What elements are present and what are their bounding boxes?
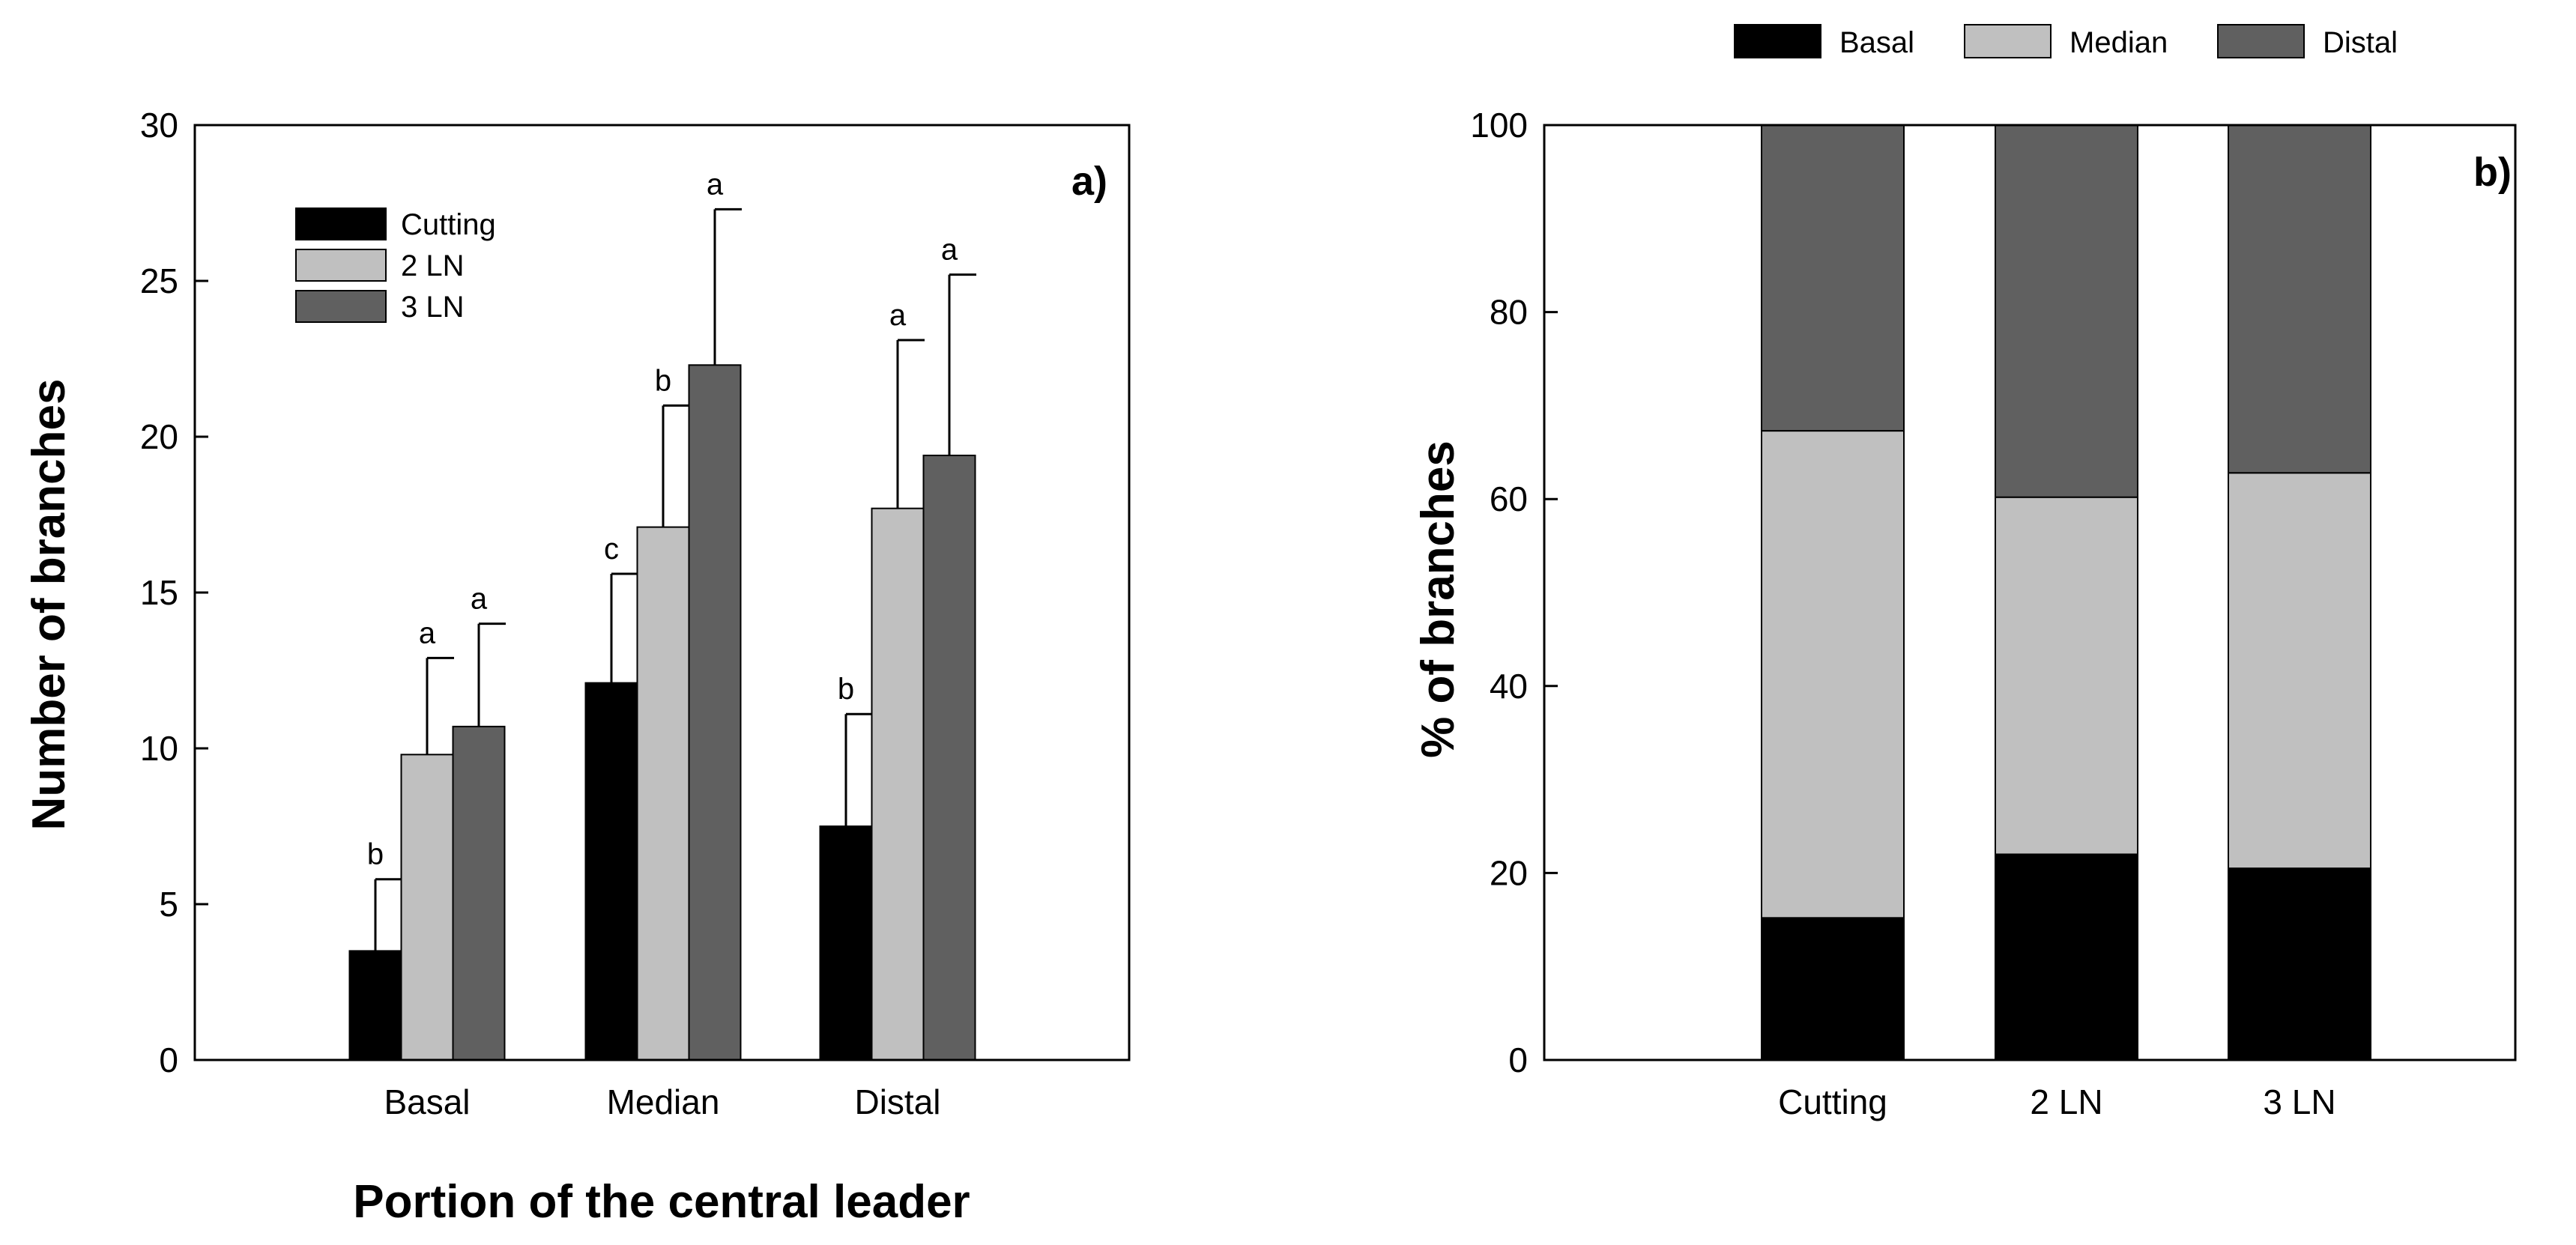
- panel-a-ytick-label: 25: [140, 261, 178, 300]
- panel-b-xtick-label: 3 LN: [2263, 1082, 2335, 1121]
- panel-b-bar-segment: [1995, 853, 2138, 1061]
- panel-a-legend-label: 2 LN: [401, 249, 465, 282]
- panel-a-xtick-label: Distal: [854, 1082, 940, 1121]
- panel-b-bar-segment: [1761, 124, 1905, 432]
- panel-a-marks: 0 5 10 15 20 25 30 Basal b a a Median c b a Distal b a a: [140, 106, 976, 1121]
- panel-a-bar: [400, 754, 454, 1061]
- panel-b-bar-segment: [2228, 472, 2371, 870]
- panel-a-ytick-label: 20: [140, 417, 178, 456]
- panel-a-significance-letter: a: [889, 299, 907, 332]
- panel-a-ylabel: Number of branches: [23, 379, 75, 831]
- panel-b-bar-segment: [1995, 124, 2138, 498]
- panel-b-bar-segment: [2228, 124, 2371, 474]
- panel-a-significance-letter: a: [471, 583, 488, 616]
- panel-b-ytick-label: 100: [1470, 106, 1528, 145]
- panel-a-bar: [922, 454, 976, 1061]
- panel-a-ytick-label: 5: [159, 885, 178, 924]
- panel-b-frame: [1543, 124, 2517, 1061]
- panel-a-bar: [348, 950, 402, 1061]
- panel-a-significance-letter: b: [655, 364, 671, 397]
- panel-a-legend-swatch: [295, 249, 387, 282]
- panel-a-significance-letter: a: [419, 617, 436, 649]
- panel-a-bar: [452, 725, 506, 1061]
- panel-a: Number of branches Portion of the centra…: [23, 106, 1131, 1228]
- panel-a-significance-letter: b: [838, 673, 854, 706]
- panel-a-ytick-label: 10: [140, 729, 178, 768]
- panel-a-ytick-label: 15: [140, 573, 178, 612]
- panel-b-legend-swatch: [2217, 24, 2305, 58]
- panel-a-bar: [688, 364, 742, 1061]
- panel-b-legend-label: Distal: [2323, 26, 2398, 59]
- panel-b-legend: Basal Median Distal: [1734, 24, 2398, 59]
- panel-b: % of branches b) 0 20 40 60 80 100 Cutting 2 LN…: [1412, 24, 2517, 1121]
- panel-a-legend-swatch: [295, 208, 387, 240]
- panel-b-bar-segment: [1761, 917, 1905, 1061]
- panel-a-bar: [636, 526, 690, 1061]
- panel-b-label: b): [2473, 150, 2512, 195]
- panel-a-bar: [871, 507, 925, 1061]
- panel-b-xtick-label: 2 LN: [2030, 1082, 2102, 1121]
- panel-a-significance-letter: b: [367, 838, 384, 871]
- panel-a-significance-letter: c: [604, 533, 619, 566]
- panel-a-bar: [819, 826, 873, 1061]
- panel-b-bar-segment: [1995, 496, 2138, 855]
- panel-a-xlabel: Portion of the central leader: [353, 1176, 970, 1228]
- panel-a-xtick-label: Basal: [384, 1082, 470, 1121]
- panel-a-xtick-label: Median: [607, 1082, 720, 1121]
- panel-b-legend-swatch: [1964, 24, 2052, 58]
- panel-a-legend-swatch: [295, 290, 387, 323]
- panel-a-significance-letter: a: [941, 234, 958, 267]
- panel-b-ytick-label: 60: [1490, 479, 1528, 518]
- panel-b-ytick-label: 0: [1508, 1040, 1528, 1079]
- panel-a-label: a): [1071, 159, 1107, 204]
- panel-a-legend-label: Cutting: [401, 208, 496, 241]
- panel-b-marks: 0 20 40 60 80 100 Cutting 2 LN 3 LN: [1470, 106, 2371, 1121]
- panel-b-bar-segment: [2228, 867, 2371, 1061]
- panel-b-legend-label: Median: [2069, 26, 2168, 59]
- panel-b-ytick-label: 80: [1490, 293, 1528, 332]
- panel-a-legend-label: 3 LN: [401, 291, 465, 324]
- panel-b-xtick-label: Cutting: [1778, 1082, 1887, 1121]
- panel-a-significance-letter: a: [707, 168, 724, 201]
- panel-b-legend-label: Basal: [1839, 26, 1914, 59]
- panel-a-ytick-label: 30: [140, 106, 178, 145]
- panel-a-ytick-label: 0: [159, 1040, 178, 1079]
- panel-b-legend-swatch: [1734, 24, 1821, 58]
- panel-b-ytick-label: 40: [1490, 667, 1528, 706]
- panel-a-frame: [193, 124, 1131, 1061]
- panel-a-bar: [584, 682, 638, 1061]
- panel-b-ytick-label: 20: [1490, 853, 1528, 892]
- panel-b-ylabel: % of branches: [1412, 440, 1464, 758]
- panel-b-bar-segment: [1761, 430, 1905, 919]
- panel-a-legend: Cutting 2 LN 3 LN: [295, 208, 496, 324]
